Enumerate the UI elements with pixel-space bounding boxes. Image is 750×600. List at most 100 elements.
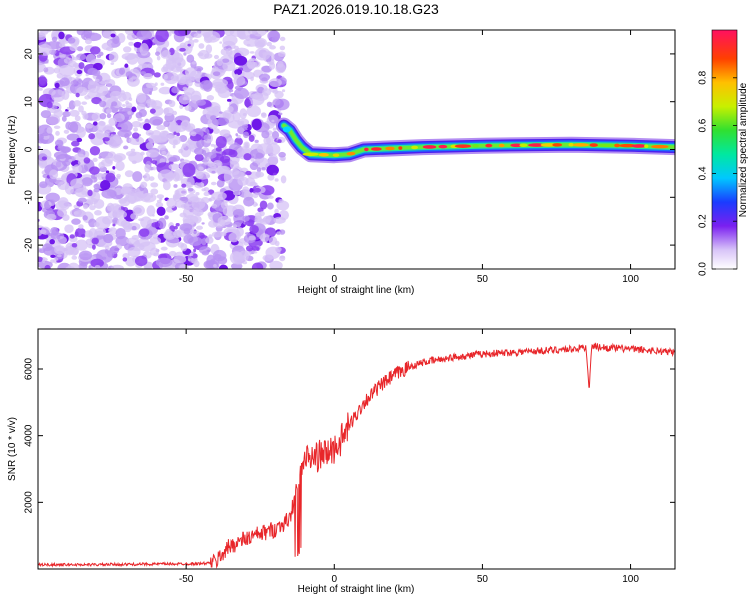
noise-blob [85, 197, 99, 205]
noise-blob [164, 215, 169, 220]
noise-blob [76, 137, 83, 143]
noise-blob [262, 88, 272, 96]
noise-blob [85, 73, 89, 77]
noise-blob [157, 169, 175, 183]
noise-blob [254, 47, 271, 61]
spectrogram-x-tick-label: 100 [622, 274, 639, 285]
noise-blob [144, 164, 151, 173]
spectrogram-y-tick-label: 20 [24, 48, 35, 60]
noise-blob [194, 153, 204, 162]
ridge-hotspot [318, 153, 329, 157]
noise-blob [69, 44, 78, 52]
snr-x-tick-label: 50 [477, 574, 489, 585]
noise-blob [125, 256, 137, 267]
spectrogram-y-tick-label: 10 [24, 96, 35, 108]
noise-blob [255, 203, 259, 206]
ridge-hotspot [598, 143, 616, 148]
noise-blob [69, 109, 80, 117]
noise-blob [89, 46, 101, 55]
ridge-hotspot [644, 144, 649, 148]
ridge-hotspot [385, 146, 395, 151]
noise-blob [146, 149, 160, 158]
noise-blob [187, 43, 191, 47]
noise-blob [38, 87, 43, 91]
noise-blob [93, 183, 100, 190]
noise-blob [233, 55, 248, 66]
noise-blob [138, 109, 147, 118]
noise-blob [136, 92, 147, 104]
noise-blob [219, 129, 231, 137]
noise-blob [246, 61, 258, 69]
noise-blob [76, 30, 86, 36]
noise-blob [50, 259, 55, 264]
noise-blob [268, 30, 280, 43]
noise-blob [135, 238, 151, 248]
noise-blob [198, 49, 210, 60]
noise-blob [242, 186, 249, 193]
noise-blob [101, 42, 112, 51]
noise-blob [204, 31, 221, 43]
noise-blob [195, 170, 204, 179]
noise-blob [46, 30, 51, 33]
noise-blob [201, 250, 210, 256]
noise-blob [46, 213, 57, 221]
noise-blob [155, 257, 173, 268]
noise-blob [227, 106, 234, 113]
noise-blob [222, 60, 236, 72]
noise-blob [182, 214, 199, 225]
noise-blob [248, 134, 255, 142]
noise-blob [206, 95, 215, 101]
ridge-hotspot [438, 144, 448, 149]
ridge-hotspot [589, 143, 598, 147]
noise-blob [69, 234, 75, 239]
noise-blob [229, 160, 238, 165]
noise-blob [78, 262, 88, 269]
noise-blob [196, 179, 202, 183]
noise-blob [266, 202, 274, 210]
noise-blob [74, 153, 86, 161]
noise-blob [128, 97, 133, 102]
ridge-hotspot [398, 146, 403, 150]
noise-blob [252, 192, 259, 199]
noise-blob [62, 214, 70, 222]
noise-blob [181, 183, 187, 188]
noise-blob [203, 161, 209, 165]
noise-blob [84, 38, 92, 45]
noise-blob [277, 112, 283, 116]
noise-blob [276, 231, 281, 236]
noise-blob [118, 106, 123, 111]
noise-blob [40, 110, 52, 119]
noise-blob [124, 170, 134, 178]
noise-blob [40, 200, 52, 210]
snr-x-axis: -50 0 50 100 [179, 329, 639, 585]
noise-blob [219, 41, 223, 44]
noise-blob [174, 30, 188, 37]
noise-blob [271, 130, 280, 140]
noise-blob [225, 48, 233, 57]
noise-blob [58, 42, 65, 48]
noise-blob [267, 174, 275, 181]
noise-blob [213, 253, 222, 260]
noise-blob [108, 228, 113, 232]
ridge-hotspot [510, 143, 523, 148]
spectrogram-y-tick-label: -10 [24, 190, 35, 205]
noise-blob [41, 156, 47, 161]
noise-blob [140, 216, 152, 229]
noise-blob [185, 176, 195, 188]
noise-blob [122, 46, 132, 53]
noise-blob [266, 101, 272, 108]
noise-blob [268, 154, 279, 166]
noise-blob [149, 108, 156, 114]
noise-blob [249, 51, 255, 54]
ridge-hotspot [498, 143, 505, 148]
noise-blob [123, 196, 128, 202]
noise-blob [223, 30, 235, 36]
ridge-hotspot [572, 143, 589, 147]
ridge-hotspot [528, 143, 546, 147]
noise-blob [75, 76, 79, 81]
noise-blob [115, 227, 126, 240]
noise-blob [102, 215, 113, 225]
ridge-hotspot [519, 143, 528, 148]
noise-blob [138, 228, 150, 237]
